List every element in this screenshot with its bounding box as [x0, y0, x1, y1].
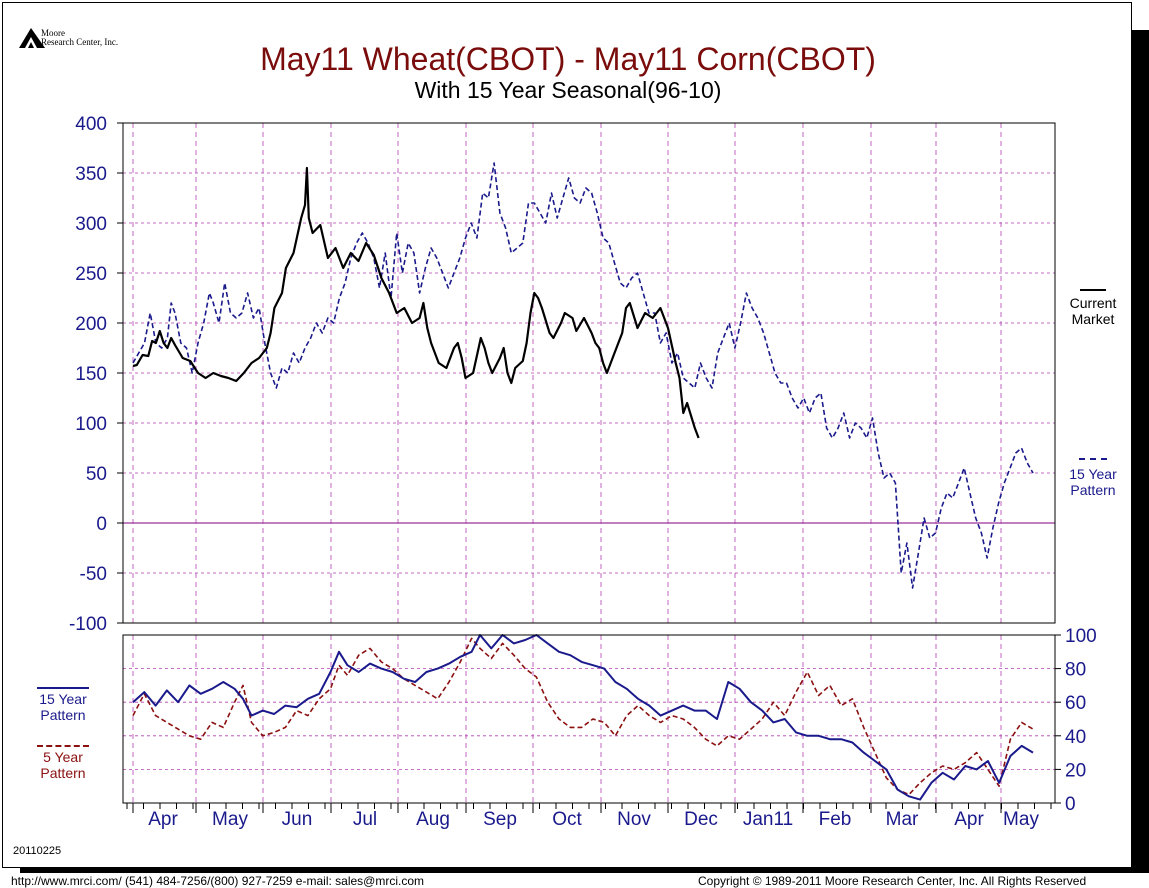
legend-5-year-line2: Pattern: [40, 765, 86, 781]
legend-current-line2: Market: [1071, 311, 1115, 327]
chart-canvas: 400350300250200150100500-50-100100806040…: [69, 114, 1097, 830]
x-tick-label: Apr: [954, 809, 984, 830]
legend-15-year-lower-line1: 15 Year: [39, 691, 87, 707]
x-tick-label: Nov: [617, 809, 651, 830]
legend-5-year-line1: 5 Year: [43, 749, 83, 765]
axis-layer: 400350300250200150100500-50-100100806040…: [69, 114, 1097, 830]
legend-swatch-current: [1080, 289, 1106, 291]
x-tick-label: Jul: [353, 809, 377, 830]
legend-15-year-line2: Pattern: [1070, 482, 1116, 498]
brand-name: Moore Research Center, Inc.: [41, 29, 118, 47]
footer-copyright: Copyright © 1989-2011 Moore Research Cen…: [698, 874, 1087, 888]
upper-grid: [123, 123, 1055, 623]
x-tick-label: Sep: [483, 809, 517, 830]
legend-swatch-15-year-dashed: [1079, 458, 1107, 460]
legend-swatch-5-year: [37, 745, 89, 747]
legend-15-year-upper: 15 Year Pattern: [1061, 458, 1125, 498]
series-layer: [132, 162, 1034, 801]
x-tick-label: Dec: [684, 809, 718, 830]
x-tick-label: Feb: [819, 809, 852, 830]
x-tick-label: Aug: [416, 809, 450, 830]
chart-subtitle: With 15 Year Seasonal(96-10): [414, 77, 722, 103]
y-tick-label: 60: [1065, 693, 1086, 714]
legend-5-year: 5 Year Pattern: [31, 745, 95, 781]
y-tick-label: 20: [1065, 760, 1086, 781]
brand-line-2: Research Center, Inc.: [41, 37, 119, 47]
y-tick-label: 0: [96, 514, 107, 535]
y-tick-label: 150: [75, 364, 107, 385]
brand-line-1: Moore: [41, 28, 65, 38]
legend-swatch-15-year-solid: [37, 687, 89, 689]
y-tick-label: 200: [75, 314, 107, 335]
moore-logo-icon: [19, 28, 45, 48]
y-tick-label: 300: [75, 214, 107, 235]
y-tick-label: 250: [75, 264, 107, 285]
y-tick-label: -50: [80, 564, 107, 585]
y-tick-label: 400: [75, 114, 107, 135]
series-15-year-pattern: [132, 162, 1034, 589]
y-tick-label: 80: [1065, 660, 1086, 681]
x-tick-label: Mar: [886, 809, 919, 830]
legend-current-line1: Current: [1069, 295, 1117, 311]
legend-15-year-line1: 15 Year: [1069, 466, 1117, 482]
legend-15-year-lower-line2: Pattern: [40, 707, 86, 723]
y-tick-label: 40: [1065, 727, 1086, 748]
y-tick-label: 350: [75, 164, 107, 185]
x-tick-label: Jan11: [743, 809, 793, 830]
chart-title: May11 Wheat(CBOT) - May11 Corn(CBOT): [260, 41, 876, 77]
y-tick-label: 0: [1065, 794, 1076, 815]
footer-contact: http://www.mrci.com/ (541) 484-7256/(800…: [11, 874, 425, 888]
x-tick-label: Apr: [148, 809, 178, 830]
x-tick-label: May: [1003, 809, 1039, 830]
y-tick-label: 50: [86, 464, 107, 485]
y-tick-label: 100: [1065, 626, 1097, 647]
y-tick-label: 100: [75, 414, 107, 435]
series-15-year-pattern-lower: [132, 634, 1034, 801]
x-tick-label: May: [212, 809, 248, 830]
legend-15-year-lower: 15 Year Pattern: [31, 687, 95, 723]
series-current-market: [132, 166, 700, 439]
x-tick-label: Jun: [282, 809, 313, 830]
y-tick-label: -100: [69, 614, 107, 635]
x-tick-label: Oct: [552, 809, 582, 830]
lower-grid: [123, 635, 1055, 803]
date-code: 20110225: [13, 845, 62, 857]
legend-current-market: Current Market: [1061, 289, 1125, 327]
